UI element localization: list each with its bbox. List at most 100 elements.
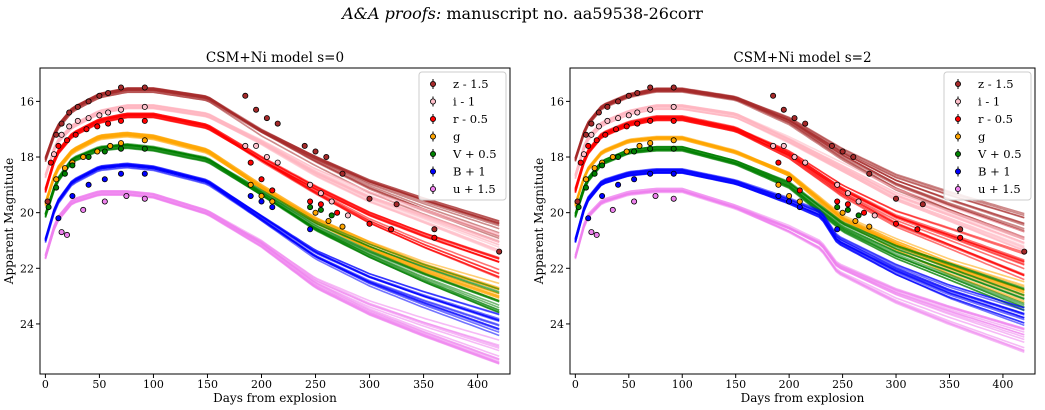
- data-point-2-11: [253, 142, 260, 149]
- y-tick-label-5: 24: [550, 318, 564, 331]
- legend-label-5: V + 0.5: [977, 147, 1022, 161]
- legend-label-3: r - 0.5: [978, 112, 1013, 126]
- data-point-2-7: [634, 109, 641, 116]
- data-point-2-5: [85, 115, 92, 122]
- data-point-3-13: [307, 198, 314, 205]
- legend-label-7: u + 1.5: [978, 182, 1021, 196]
- model-curve-2-12: [574, 104, 1025, 233]
- x-tick-label-2: 50: [622, 378, 636, 391]
- data-point-1-20: [919, 201, 926, 208]
- legend-marker-7: [429, 185, 436, 192]
- data-point-3-1: [577, 159, 584, 166]
- data-point-1-12: [253, 106, 260, 113]
- data-point-6-3: [85, 181, 92, 188]
- x-tick-label-3: 100: [143, 378, 164, 391]
- data-point-2-2: [58, 131, 65, 138]
- model-curve-7-14: [574, 189, 1025, 336]
- legend-label-4: g: [453, 130, 461, 144]
- chart-title: CSM+Ni model s=0: [206, 50, 344, 66]
- data-point-1-2: [53, 131, 60, 138]
- data-point-1-4: [595, 109, 602, 116]
- data-point-5-2: [53, 184, 60, 191]
- x-tick-label-5: 200: [779, 378, 800, 391]
- data-point-5-3: [61, 170, 68, 177]
- data-point-1-12: [780, 106, 787, 113]
- data-point-7-2: [593, 231, 600, 238]
- data-point-6-2: [69, 192, 76, 199]
- x-tick-label-6: 250: [832, 378, 853, 391]
- x-tick-label-7: 300: [359, 378, 380, 391]
- data-point-4-7: [118, 140, 125, 147]
- data-point-7-5: [652, 192, 659, 199]
- model-curve-7-14: [44, 191, 500, 364]
- data-point-6-8: [258, 198, 265, 205]
- data-point-7-4: [101, 198, 108, 205]
- x-tick-label-4: 150: [725, 378, 746, 391]
- data-point-1-16: [312, 148, 319, 155]
- data-point-4-4: [609, 153, 616, 160]
- data-point-5-1: [575, 204, 582, 211]
- y-tick-label-1: 16: [550, 95, 564, 108]
- x-tick-label-9: 400: [992, 378, 1013, 391]
- data-point-3-8: [118, 117, 125, 124]
- data-point-2-15: [317, 190, 324, 197]
- data-point-5-6: [101, 148, 108, 155]
- data-point-2-17: [871, 212, 878, 219]
- data-point-3-12: [796, 187, 803, 194]
- x-tick-label-8: 350: [413, 378, 434, 391]
- legend-label-4: g: [978, 130, 986, 144]
- data-point-5-7: [118, 145, 125, 152]
- model-curve-4-14: [44, 133, 500, 298]
- data-point-3-2: [585, 142, 592, 149]
- data-point-3-9: [141, 117, 148, 124]
- data-point-6-4: [101, 176, 108, 183]
- data-point-3-14: [844, 201, 851, 208]
- model-curve-6-14: [44, 163, 500, 334]
- data-point-2-2: [588, 131, 595, 138]
- model-curve-1-14: [574, 90, 1025, 233]
- data-point-1-19: [366, 195, 373, 202]
- data-point-4-6: [107, 142, 114, 149]
- data-point-2-10: [770, 142, 777, 149]
- data-point-4-8: [141, 137, 148, 144]
- x-tick-label-3: 100: [672, 378, 693, 391]
- data-point-6-4: [631, 176, 638, 183]
- data-point-3-9: [670, 117, 677, 124]
- data-point-6-2: [599, 192, 606, 199]
- data-point-1-7: [96, 92, 103, 99]
- legend-label-5: V + 0.5: [452, 147, 497, 161]
- model-curve-7-13: [44, 193, 500, 347]
- data-point-1-8: [105, 90, 112, 97]
- data-point-5-10: [317, 206, 324, 213]
- y-tick-label-4: 22: [20, 262, 34, 275]
- legend-label-2: i - 1: [453, 95, 475, 109]
- data-point-3-4: [602, 131, 609, 138]
- data-point-3-16: [366, 220, 373, 227]
- data-point-1-1: [44, 198, 51, 205]
- data-point-2-9: [141, 103, 148, 110]
- x-tick-label-1: 0: [572, 378, 579, 391]
- legend-box: [418, 71, 507, 201]
- data-point-1-17: [850, 153, 857, 160]
- data-point-1-21: [957, 226, 964, 233]
- data-point-4-13: [852, 217, 859, 224]
- legend-marker-2: [429, 98, 436, 105]
- data-point-2-3: [66, 123, 73, 130]
- data-point-7-5: [123, 192, 130, 199]
- chart-panel-1: 0 50 100 150 200 250 300 350 400 16 18 20 22 24 CSM+Ni…: [2, 50, 511, 405]
- data-point-3-16: [893, 220, 900, 227]
- data-point-2-15: [844, 190, 851, 197]
- data-point-1-2: [583, 131, 590, 138]
- data-point-1-3: [58, 120, 65, 127]
- data-point-5-1: [45, 204, 52, 211]
- plot-frame: [569, 67, 1036, 375]
- chart-title: CSM+Ni model s=2: [733, 50, 871, 66]
- legend-label-2: i - 1: [978, 95, 1000, 109]
- data-point-5-3: [591, 170, 598, 177]
- y-tick-label-4: 22: [550, 262, 564, 275]
- data-point-2-14: [834, 181, 841, 188]
- legend: z - 1.5 i - 1 r - 0.5 g V + 0.5 B + 1 u + 1.5: [418, 71, 507, 201]
- data-point-1-16: [839, 148, 846, 155]
- data-point-1-11: [242, 92, 249, 99]
- manuscript-number: manuscript no. aa59538-26corr: [446, 4, 703, 23]
